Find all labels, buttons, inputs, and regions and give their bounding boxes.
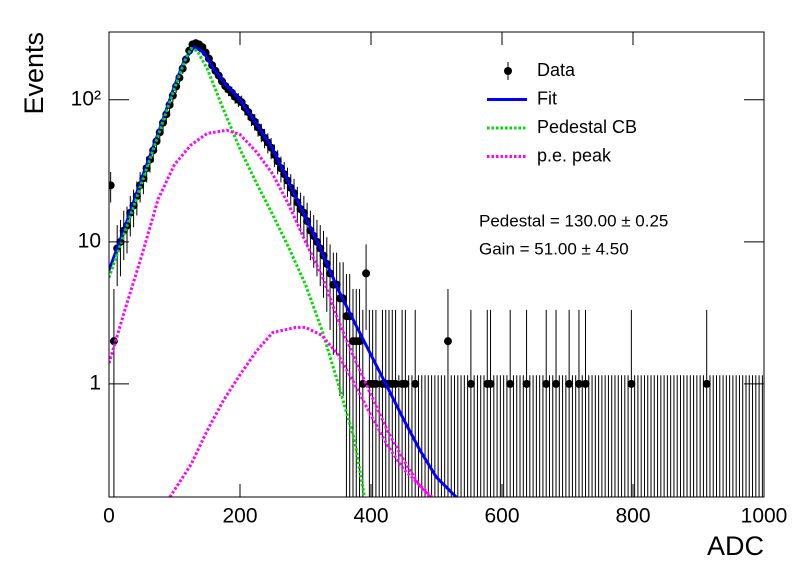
- x-tick-label: 200: [222, 505, 257, 528]
- plot-frame: [108, 31, 765, 498]
- axes: 0 200 400 600 800 1000 1 10 10²: [71, 32, 788, 528]
- legend-label: p.e. peak: [537, 145, 612, 165]
- data-point: [401, 379, 410, 388]
- legend: Data Fit Pedestal CB p.e. peak: [487, 60, 637, 165]
- data-point: [702, 379, 711, 388]
- annotation: Pedestal = 130.00 ± 0.25: [479, 211, 668, 230]
- y-axis-label: Events: [19, 32, 49, 115]
- data-point: [109, 181, 115, 190]
- y-tick-label: 10: [78, 229, 101, 252]
- data-point: [362, 269, 371, 278]
- data-point: [542, 379, 551, 388]
- data-point: [627, 379, 636, 388]
- data-point: [574, 379, 583, 388]
- data-point: [411, 379, 420, 388]
- data-point: [552, 379, 561, 388]
- x-tick-label: 800: [615, 505, 650, 528]
- x-axis-label: ADC: [707, 531, 764, 561]
- plot-area: [109, 39, 763, 497]
- data-point: [565, 379, 574, 388]
- data-point: [371, 379, 380, 388]
- y-tick-label: 10²: [71, 87, 101, 110]
- legend-label: Fit: [537, 88, 557, 108]
- data-point: [486, 379, 495, 388]
- legend-swatch: [504, 67, 512, 75]
- x-tick-label: 0: [103, 505, 115, 528]
- curve: [109, 46, 366, 497]
- data-point: [466, 379, 475, 388]
- y-tick-label: 1: [89, 371, 101, 394]
- x-tick-label: 400: [353, 505, 388, 528]
- data-point: [506, 379, 515, 388]
- data-point: [581, 379, 590, 388]
- legend-label: Pedestal CB: [537, 117, 637, 137]
- x-tick-label: 600: [484, 505, 519, 528]
- legend-label: Data: [537, 60, 576, 80]
- curve: [109, 128, 433, 497]
- data-point: [391, 379, 400, 388]
- annotation: Gain = 51.00 ± 4.50: [479, 239, 629, 258]
- data-point: [443, 337, 452, 346]
- data-point: [522, 379, 531, 388]
- x-tick-label: 1000: [741, 505, 788, 528]
